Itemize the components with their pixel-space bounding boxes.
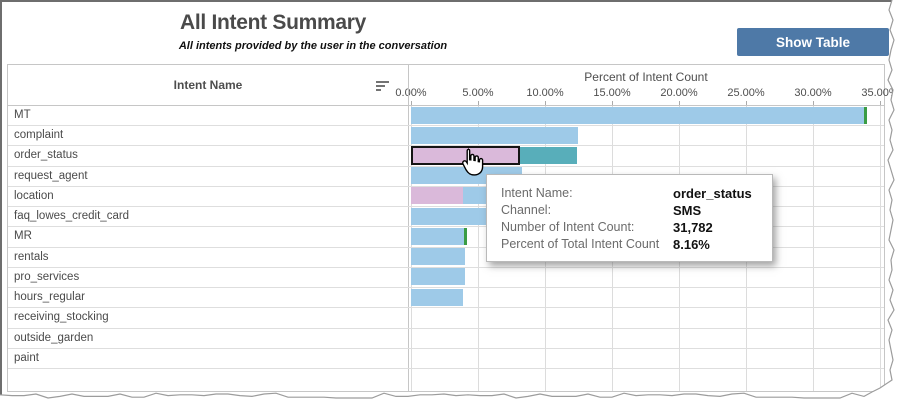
tooltip-row: Number of Intent Count: 31,782: [501, 219, 758, 236]
tooltip: Intent Name: order_status Channel: SMS Numbe…: [486, 174, 773, 262]
page-subtitle: All intents provided by the user in the …: [178, 40, 448, 52]
intent-row-label[interactable]: hours_regular: [14, 291, 85, 304]
row-separator: [8, 327, 884, 329]
bar-segment[interactable]: [411, 187, 463, 205]
tooltip-value: 8.16%: [673, 237, 710, 252]
bar-segment[interactable]: [411, 227, 464, 245]
bar-segment[interactable]: [411, 268, 465, 286]
intent-row-label[interactable]: order_status: [14, 149, 78, 162]
row-separator: [8, 206, 884, 208]
intent-name-header-label: Intent Name: [173, 78, 243, 92]
intent-name-column-header[interactable]: Intent Name: [8, 78, 408, 92]
axis-tick-label: 0.00%: [395, 87, 427, 99]
row-separator: [8, 367, 884, 369]
bar-segment[interactable]: [411, 248, 466, 266]
intent-row-label[interactable]: rentals: [14, 250, 49, 263]
bar-segment[interactable]: [411, 106, 864, 124]
intent-row-label[interactable]: paint: [14, 351, 39, 364]
column-divider: [408, 65, 409, 391]
show-table-button[interactable]: Show Table: [737, 28, 889, 56]
intent-row-label[interactable]: outside_garden: [14, 331, 94, 344]
bar-segment[interactable]: [411, 288, 464, 306]
axis-tick-label: 35.00%: [861, 87, 899, 99]
row-separator: [8, 185, 884, 187]
tooltip-rows: Intent Name: order_status Channel: SMS Numbe…: [501, 185, 758, 253]
bar-segment[interactable]: [411, 126, 578, 144]
axis-tick-mark: [411, 101, 412, 105]
bar-segment[interactable]: [411, 207, 492, 225]
row-separator: [8, 165, 884, 167]
gridline: [813, 106, 814, 391]
tooltip-row: Intent Name: order_status: [501, 185, 758, 202]
axis-tick-mark: [612, 101, 613, 105]
bar-segment[interactable]: [863, 106, 868, 124]
axis-tick-label: 20.00%: [660, 87, 698, 99]
axis-tick-mark: [545, 101, 546, 105]
axis-tick-label: 30.00%: [794, 87, 832, 99]
axis-tick-mark: [746, 101, 747, 105]
tooltip-label: Intent Name:: [501, 186, 573, 200]
tooltip-label: Number of Intent Count:: [501, 220, 635, 234]
tooltip-value: SMS: [673, 203, 702, 218]
axis-tick-label: 25.00%: [727, 87, 765, 99]
row-separator: [8, 246, 884, 248]
tooltip-row: Channel: SMS: [501, 202, 758, 219]
row-separator: [8, 347, 884, 349]
row-separator: [8, 226, 884, 228]
tooltip-value: 31,782: [673, 220, 713, 235]
bar-segment[interactable]: [463, 227, 467, 245]
window-border-left: [0, 0, 2, 397]
header-underline: [8, 105, 884, 106]
intent-row-label[interactable]: request_agent: [14, 169, 88, 182]
intent-row-label[interactable]: MR: [14, 230, 32, 243]
axis-tick-label: 10.00%: [526, 87, 564, 99]
gridline: [478, 106, 479, 391]
page-title: All Intent Summary: [180, 11, 366, 34]
axis-tick-label: 5.00%: [462, 87, 494, 99]
row-separator: [8, 287, 884, 289]
tooltip-label: Channel:: [501, 203, 552, 217]
row-separator: [8, 266, 884, 268]
intent-row-label[interactable]: location: [14, 189, 54, 202]
bar-segment[interactable]: [520, 146, 578, 164]
axis-tick-mark: [813, 101, 814, 105]
tooltip-row: Percent of Total Intent Count 8.16%: [501, 236, 758, 253]
tooltip-label: Percent of Total Intent Count: [501, 237, 660, 251]
intent-row-label[interactable]: faq_lowes_credit_card: [14, 210, 130, 223]
sort-descending-icon[interactable]: [376, 81, 390, 93]
intent-row-label[interactable]: complaint: [14, 129, 64, 142]
window-border-top: [0, 0, 894, 2]
row-separator: [8, 125, 884, 127]
axis-title: Percent of Intent Count: [584, 70, 708, 84]
axis-tick-mark: [478, 101, 479, 105]
intent-row-label[interactable]: MT: [14, 109, 31, 121]
intent-row-label[interactable]: pro_services: [14, 270, 80, 283]
row-separator: [8, 307, 884, 309]
axis-tick-label: 15.00%: [593, 87, 631, 99]
tooltip-value: order_status: [673, 186, 752, 201]
axis-tick-mark: [679, 101, 680, 105]
hand-cursor-icon: [462, 148, 484, 176]
intent-row-label[interactable]: receiving_stocking: [14, 311, 109, 324]
